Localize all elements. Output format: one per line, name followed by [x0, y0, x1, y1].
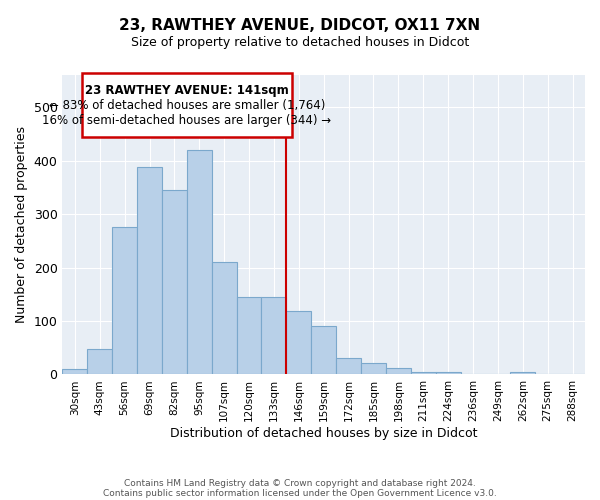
Bar: [162, 190, 187, 374]
Text: 23, RAWTHEY AVENUE, DIDCOT, OX11 7XN: 23, RAWTHEY AVENUE, DIDCOT, OX11 7XN: [119, 18, 481, 32]
Bar: [336, 358, 361, 374]
FancyBboxPatch shape: [82, 73, 292, 137]
Bar: [88, 349, 112, 374]
Bar: [511, 372, 535, 374]
Bar: [62, 368, 88, 374]
Bar: [236, 297, 262, 374]
Bar: [311, 326, 336, 374]
Bar: [187, 150, 212, 374]
Bar: [386, 368, 411, 374]
Bar: [137, 167, 162, 374]
Bar: [112, 228, 137, 374]
Bar: [361, 362, 386, 374]
Text: 23 RAWTHEY AVENUE: 141sqm: 23 RAWTHEY AVENUE: 141sqm: [85, 84, 289, 96]
Y-axis label: Number of detached properties: Number of detached properties: [15, 126, 28, 323]
Bar: [212, 262, 236, 374]
Text: ← 83% of detached houses are smaller (1,764): ← 83% of detached houses are smaller (1,…: [49, 98, 325, 112]
Text: Contains HM Land Registry data © Crown copyright and database right 2024.: Contains HM Land Registry data © Crown c…: [124, 478, 476, 488]
Bar: [286, 312, 311, 374]
X-axis label: Distribution of detached houses by size in Didcot: Distribution of detached houses by size …: [170, 427, 478, 440]
Text: 16% of semi-detached houses are larger (344) →: 16% of semi-detached houses are larger (…: [42, 114, 331, 126]
Text: Contains public sector information licensed under the Open Government Licence v3: Contains public sector information licen…: [103, 488, 497, 498]
Bar: [411, 372, 436, 374]
Bar: [262, 297, 286, 374]
Bar: [436, 372, 461, 374]
Text: Size of property relative to detached houses in Didcot: Size of property relative to detached ho…: [131, 36, 469, 49]
